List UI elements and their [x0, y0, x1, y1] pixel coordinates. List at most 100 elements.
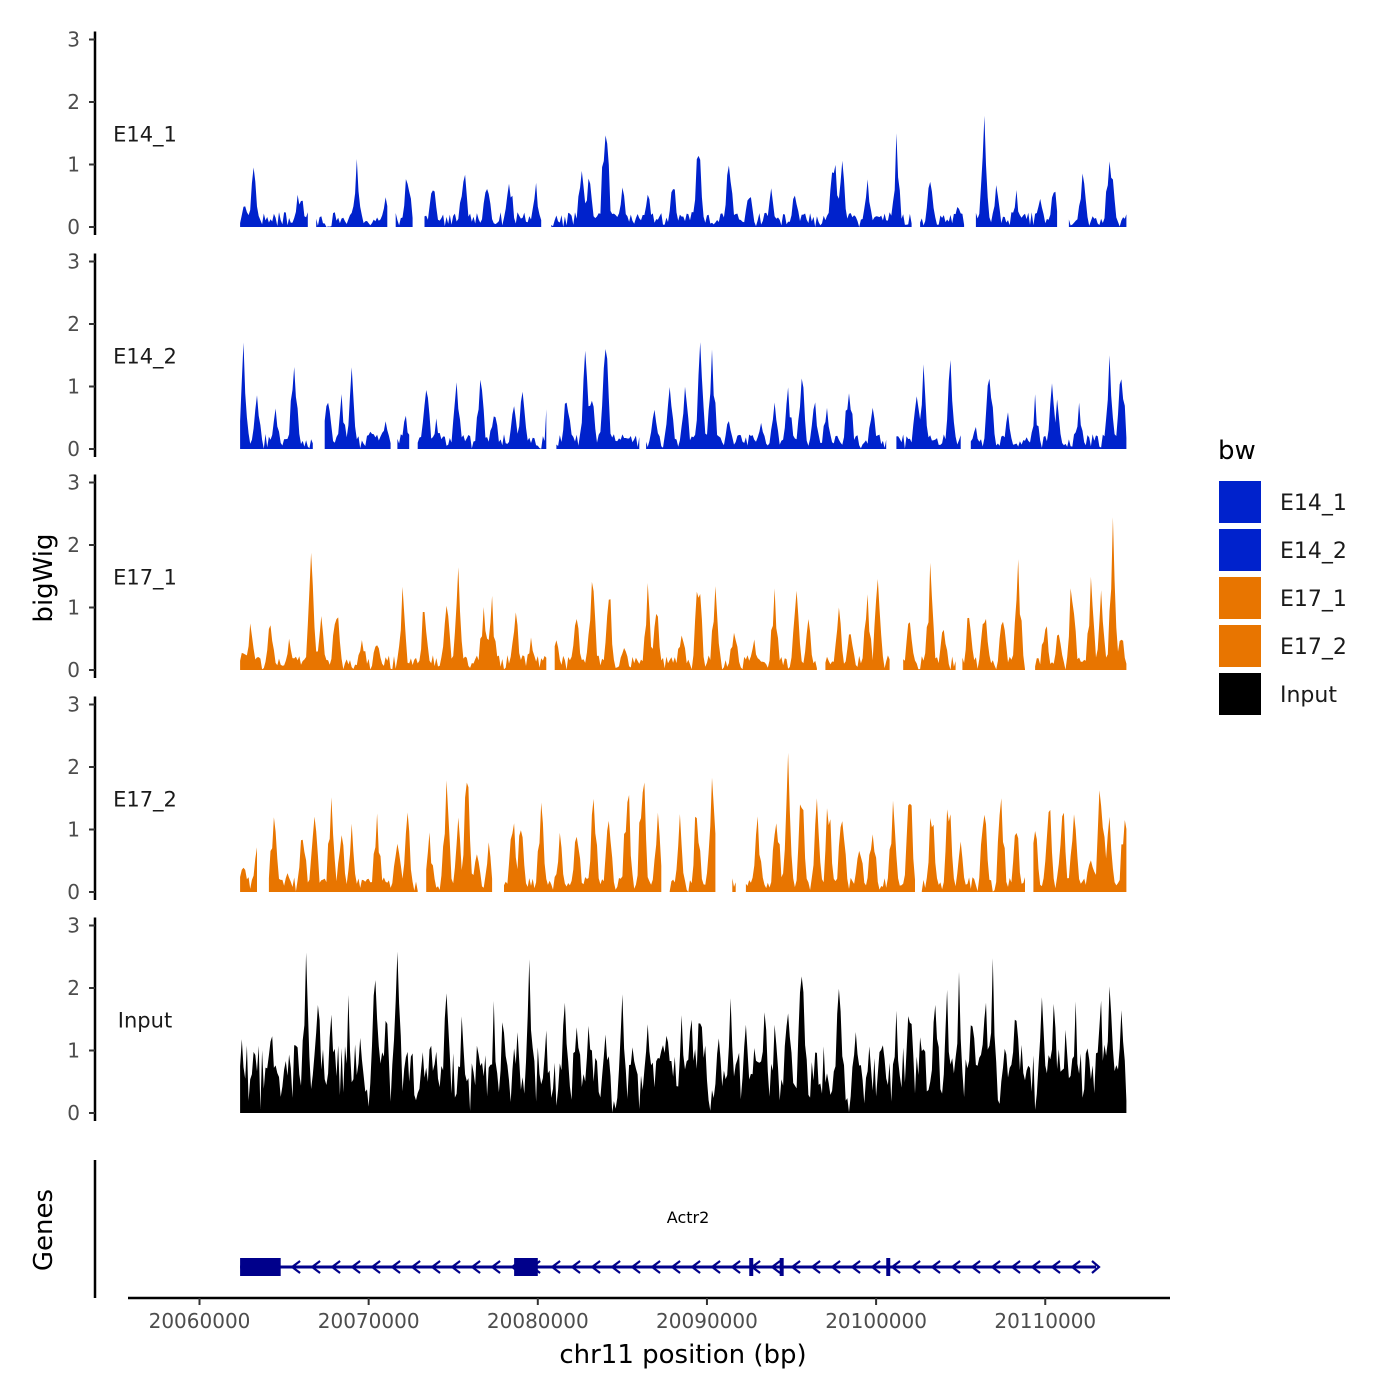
y-tick-label: 2: [67, 976, 80, 1000]
strand-arrow: [590, 1260, 601, 1274]
legend-swatch-E17_1: [1217, 575, 1263, 621]
strand-arrow: [570, 1260, 581, 1274]
y-tick-label: 1: [67, 1039, 80, 1063]
strand-arrow: [350, 1260, 361, 1274]
strand-arrow: [950, 1260, 961, 1274]
strand-arrow: [890, 1260, 901, 1274]
track-label: Input: [118, 1008, 172, 1032]
gene-track-title: Genes: [29, 1189, 59, 1271]
y-axis-title: bigWig: [29, 533, 59, 622]
x-tick-label: 20110000: [994, 1309, 1096, 1333]
strand-arrow: [470, 1260, 481, 1274]
signal-area-E14_1: [240, 115, 1127, 227]
strand-arrow: [650, 1260, 661, 1274]
strand-arrow: [1070, 1260, 1081, 1274]
legend-title: bw: [1218, 436, 1256, 466]
legend-label-Input: Input: [1280, 683, 1337, 708]
track-Input: 0 1 2 3 Input: [67, 914, 1127, 1125]
y-tick-label: 0: [67, 658, 80, 682]
legend-label-E17_1: E17_1: [1280, 587, 1347, 612]
gene-exon: [240, 1258, 281, 1276]
x-axis-title: chr11 position (bp): [559, 1340, 806, 1370]
legend-swatch-Input: [1217, 671, 1263, 717]
strand-arrow: [330, 1260, 341, 1274]
y-tick-label: 3: [67, 471, 80, 495]
y-tick-label: 1: [67, 153, 80, 177]
x-tick-label: 20060000: [149, 1309, 251, 1333]
strand-arrow: [990, 1260, 1001, 1274]
x-tick-label: 20100000: [825, 1309, 927, 1333]
strand-arrow: [1010, 1260, 1021, 1274]
signal-area-E17_1: [240, 517, 1127, 670]
strand-arrow: [630, 1260, 641, 1274]
strand-arrow: [930, 1260, 941, 1274]
y-tick-label: 0: [67, 437, 80, 461]
strand-arrow: [850, 1260, 861, 1274]
strand-arrow: [290, 1260, 301, 1274]
strand-arrow: [370, 1260, 381, 1274]
strand-arrow: [1030, 1260, 1041, 1274]
signal-area-E17_2: [240, 752, 1127, 892]
y-tick-label: 1: [67, 596, 80, 620]
track-E14_2: 0 1 2 3 E14_2: [67, 250, 1127, 461]
legend-label-E14_1: E14_1: [1280, 491, 1347, 516]
track-label: E17_1: [113, 565, 177, 590]
strand-arrow: [830, 1260, 841, 1274]
y-tick-label: 2: [67, 755, 80, 779]
gene-exon: [514, 1258, 538, 1276]
y-tick-label: 0: [67, 1101, 80, 1125]
strand-arrow: [430, 1260, 441, 1274]
y-tick-label: 1: [67, 375, 80, 399]
y-tick-label: 3: [67, 250, 80, 274]
track-label: E14_1: [113, 122, 177, 147]
strand-arrow: [790, 1260, 801, 1274]
legend-swatch-E14_2: [1217, 527, 1263, 573]
signal-area-E14_2: [240, 342, 1127, 449]
y-tick-label: 0: [67, 215, 80, 239]
signal-area-Input: [240, 951, 1127, 1113]
strand-arrow: [610, 1260, 621, 1274]
track-E14_1: 0 1 2 3 E14_1: [67, 28, 1127, 239]
y-tick-label: 0: [67, 880, 80, 904]
strand-arrow: [550, 1260, 561, 1274]
track-label: E14_2: [113, 344, 177, 369]
gene-track: Actr2: [93, 1160, 1101, 1298]
y-tick-label: 2: [67, 533, 80, 557]
gene-exon: [886, 1258, 891, 1276]
track-E17_2: 0 1 2 3 E17_2: [67, 693, 1127, 904]
strand-arrow: [970, 1260, 981, 1274]
legend-label-E14_2: E14_2: [1280, 539, 1347, 564]
x-axis: 20060000 20070000 20080000 20090000 20100000…: [128, 1296, 1170, 1333]
gene-exon: [749, 1258, 754, 1276]
gene-exon: [779, 1258, 784, 1276]
strand-arrow: [450, 1260, 461, 1274]
legend-swatch-E17_2: [1217, 623, 1263, 669]
legend-label-E17_2: E17_2: [1280, 635, 1347, 660]
x-tick-label: 20080000: [487, 1309, 589, 1333]
x-tick-label: 20090000: [656, 1309, 758, 1333]
strand-arrow: [730, 1260, 741, 1274]
y-tick-label: 2: [67, 90, 80, 114]
bigwig-tracks: 0 1 2 3 E14_1 0 1 2 3 E14_2 0 1 2 3 E17_1 0 1 2 3 E17_2 0 1 2 3…: [67, 28, 1127, 1125]
y-tick-label: 3: [67, 28, 80, 52]
y-tick-label: 3: [67, 914, 80, 938]
track-E17_1: 0 1 2 3 E17_1: [67, 471, 1127, 682]
y-tick-label: 3: [67, 693, 80, 717]
strand-arrow: [810, 1260, 821, 1274]
strand-arrow: [710, 1260, 721, 1274]
gene-name-label: Actr2: [667, 1208, 710, 1227]
strand-arrow: [1050, 1260, 1061, 1274]
strand-arrow: [390, 1260, 401, 1274]
y-tick-label: 2: [67, 312, 80, 336]
track-label: E17_2: [113, 787, 177, 812]
strand-arrow: [410, 1260, 421, 1274]
strand-arrow: [870, 1260, 881, 1274]
x-tick-label: 20070000: [318, 1309, 420, 1333]
strand-arrow: [670, 1260, 681, 1274]
strand-arrow: [910, 1260, 921, 1274]
gene-end: [1091, 1260, 1101, 1274]
strand-arrow: [490, 1260, 501, 1274]
strand-arrow: [310, 1260, 321, 1274]
strand-arrow: [770, 1260, 781, 1274]
